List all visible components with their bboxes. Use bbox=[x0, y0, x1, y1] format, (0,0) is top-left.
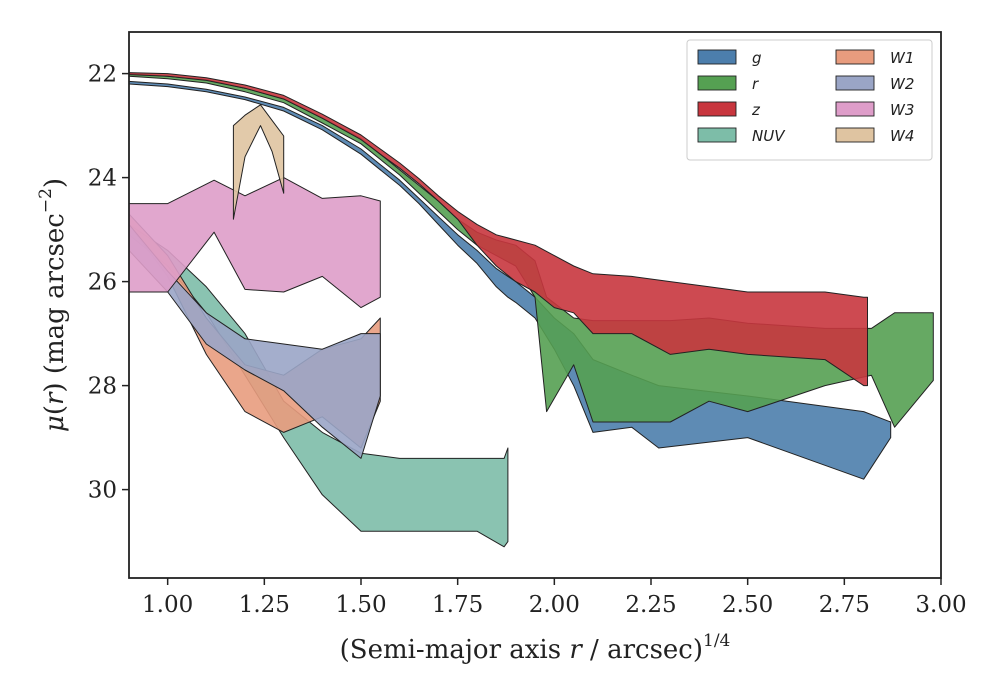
legend-swatch-w2 bbox=[835, 75, 875, 91]
x-tick-label: 2.25 bbox=[625, 592, 676, 618]
legend-label-z: z bbox=[751, 101, 761, 119]
y-axis-ticks: 22 24 26 28 30 bbox=[88, 62, 129, 504]
band-w3 bbox=[128, 177, 381, 309]
y-tick-label: 30 bbox=[88, 478, 117, 504]
legend-swatch-r bbox=[697, 75, 737, 91]
legend-swatch-w1 bbox=[835, 49, 875, 65]
legend-swatch-w4 bbox=[835, 127, 875, 143]
y-axis-title: μ(r) (mag arcsec−2) bbox=[36, 178, 70, 432]
x-tick-label: 1.50 bbox=[335, 592, 386, 618]
legend-swatch-z bbox=[697, 101, 737, 117]
x-tick-label: 2.75 bbox=[819, 592, 870, 618]
y-tick-label: 24 bbox=[88, 166, 117, 192]
legend-swatch-g bbox=[697, 49, 737, 65]
x-axis-ticks: 1.00 1.25 1.50 1.75 2.00 2.25 2.50 2.75 3.00 bbox=[142, 578, 967, 618]
legend-label-w4: W4 bbox=[890, 127, 914, 145]
y-tick-label: 22 bbox=[88, 62, 117, 88]
y-tick-label: 28 bbox=[88, 374, 117, 400]
band-w4 bbox=[232, 104, 285, 220]
legend-swatch-nuv bbox=[697, 127, 737, 143]
legend-label-w2: W2 bbox=[890, 75, 914, 93]
x-tick-label: 2.00 bbox=[529, 592, 580, 618]
x-axis-title: (Semi-major axis r / arcsec)1/4 bbox=[340, 631, 731, 665]
legend-label-g: g bbox=[752, 49, 762, 67]
plot-frame bbox=[128, 31, 942, 579]
legend-label-nuv: NUV bbox=[752, 127, 786, 145]
band-g bbox=[128, 80, 892, 480]
x-tick-label: 1.25 bbox=[239, 592, 290, 618]
legend-label-w1: W1 bbox=[890, 49, 914, 67]
legend-label-r: r bbox=[752, 75, 759, 93]
x-tick-label: 1.75 bbox=[432, 592, 483, 618]
x-tick-label: 1.00 bbox=[142, 592, 193, 618]
legend-swatch-w3 bbox=[835, 101, 875, 117]
y-tick-label: 26 bbox=[88, 270, 117, 296]
legend: grz NUV W1 W2 W3 W4 bbox=[686, 39, 933, 161]
legend-label-w3: W3 bbox=[890, 101, 914, 119]
x-tick-label: 2.50 bbox=[722, 592, 773, 618]
band-z bbox=[128, 72, 868, 387]
band-w2 bbox=[128, 223, 381, 459]
x-tick-label: 3.00 bbox=[915, 592, 966, 618]
profile-bands bbox=[128, 72, 934, 548]
